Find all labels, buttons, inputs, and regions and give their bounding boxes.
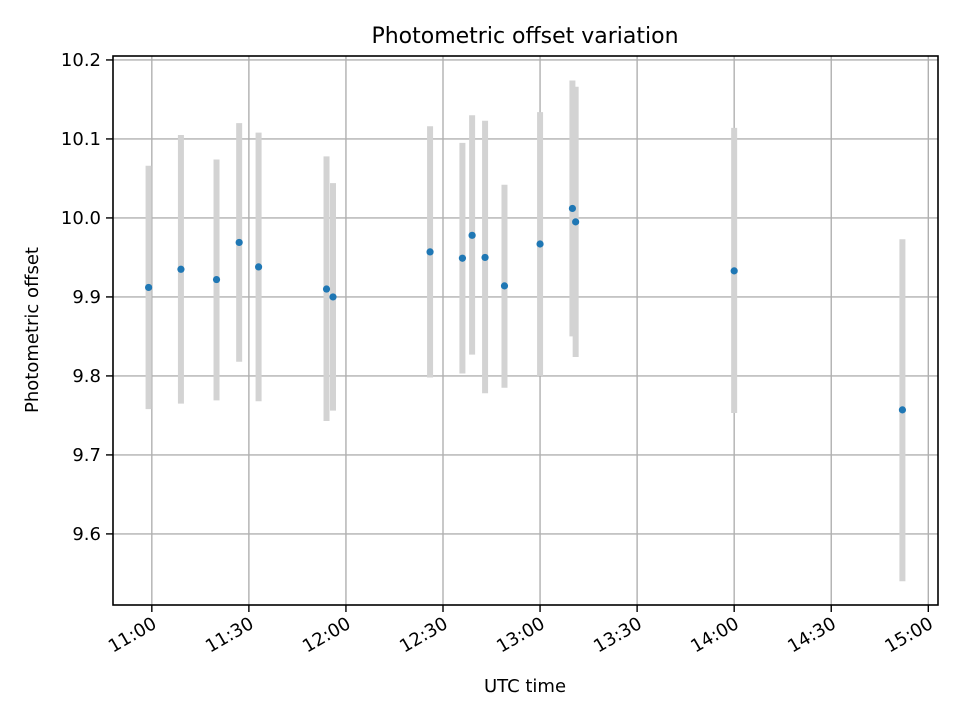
data-point <box>500 282 509 290</box>
y-tick-label: 10.1 <box>61 129 101 150</box>
y-tick-label: 10.2 <box>61 50 101 71</box>
data-points <box>144 204 907 414</box>
data-point <box>144 283 153 292</box>
data-point <box>426 248 434 256</box>
data-point <box>329 293 337 301</box>
x-axis-label: UTC time <box>484 676 566 697</box>
data-point <box>212 275 221 284</box>
chart-title: Photometric offset variation <box>371 24 678 49</box>
y-tick-label: 9.8 <box>72 366 101 387</box>
data-point <box>254 263 263 271</box>
y-axis-label: Photometric offset <box>22 247 43 413</box>
data-point <box>458 254 467 262</box>
data-point <box>536 240 544 248</box>
y-tick-label: 9.9 <box>72 287 101 308</box>
data-point <box>481 253 489 262</box>
data-point <box>572 218 580 226</box>
data-point <box>177 265 185 273</box>
y-tick-label: 9.7 <box>72 445 101 466</box>
data-point <box>568 204 577 213</box>
data-point <box>730 267 738 275</box>
y-axis-ticks: 9.6 9.7 9.8 9.9 10.0 10.1 10.2 <box>61 50 113 545</box>
data-point <box>898 406 907 414</box>
plot-frame <box>112 55 939 606</box>
data-point <box>235 238 243 247</box>
y-tick-label: 9.6 <box>72 524 101 545</box>
y-tick-label: 10.0 <box>61 208 101 229</box>
data-point <box>468 231 476 239</box>
data-point <box>322 285 331 293</box>
